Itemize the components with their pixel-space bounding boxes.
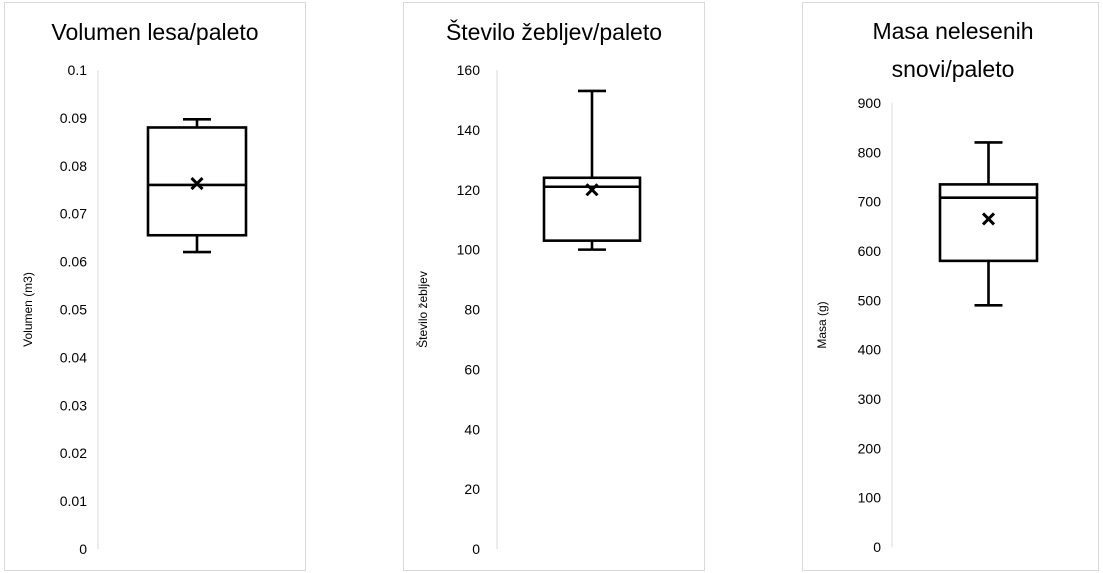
y-tick-label: 0.09 xyxy=(60,110,87,126)
y-tick-label: 100 xyxy=(858,490,882,506)
y-tick-label: 800 xyxy=(858,144,882,160)
y-tick-label: 100 xyxy=(457,242,481,258)
chart-panel-masa: Masa nelesenih snovi/paleto 0 100 200 300 400 5… xyxy=(802,2,1099,571)
y-tick-label: 160 xyxy=(457,62,481,78)
mean-marker xyxy=(585,183,599,197)
y-tick-label: 0.06 xyxy=(60,254,87,270)
y-axis-title: Število žebljev xyxy=(415,271,430,348)
y-tick-label: 0.04 xyxy=(60,349,87,365)
y-tick-label: 500 xyxy=(858,292,882,308)
y-tick-label: 0.01 xyxy=(60,493,87,509)
chart-panel-volumen: Volumen lesa/paleto 0 0.01 0.02 0.03 0.04 0.05… xyxy=(4,2,306,571)
y-tick-label: 0.08 xyxy=(60,158,87,174)
mean-marker xyxy=(981,212,996,226)
y-tick-label: 0.05 xyxy=(60,302,87,318)
chart-title: snovi/paleto xyxy=(892,56,1015,82)
y-tick-label: 0.02 xyxy=(60,445,87,461)
y-tick-label: 140 xyxy=(457,122,481,138)
y-tick-label: 0 xyxy=(873,539,881,555)
chart-title: Masa nelesenih xyxy=(872,18,1033,44)
y-axis-title: Masa (g) xyxy=(815,301,829,348)
chart-panel-zeblji: Število žebljev/paleto 0 20 40 60 80 100 120 140… xyxy=(403,2,705,571)
iqr-box xyxy=(542,176,642,242)
y-tick-label: 0 xyxy=(472,541,480,557)
y-tick-label: 900 xyxy=(858,95,882,111)
y-tick-label: 0.1 xyxy=(68,62,88,78)
y-axis-title: Volumen (m3) xyxy=(21,272,35,347)
mean-marker xyxy=(190,176,204,191)
chart-svg: Število žebljev/paleto 0 20 40 60 80 100 120 140… xyxy=(415,18,662,557)
iqr-box xyxy=(146,126,248,237)
y-tick-label: 0.07 xyxy=(60,206,87,222)
y-tick-label: 60 xyxy=(464,361,480,377)
y-tick-label: 700 xyxy=(858,194,882,210)
y-tick-label: 600 xyxy=(858,243,882,259)
y-tick-label: 0.03 xyxy=(60,397,87,413)
chart-title: Število žebljev/paleto xyxy=(446,18,662,45)
chart-title: Volumen lesa/paleto xyxy=(51,19,258,45)
y-tick-label: 0 xyxy=(79,541,87,557)
iqr-box xyxy=(938,183,1039,263)
mean-marker-stroke xyxy=(981,212,996,226)
y-tick-label: 20 xyxy=(464,481,480,497)
chart-svg: Volumen lesa/paleto 0 0.01 0.02 0.03 0.04 0.05… xyxy=(21,19,259,557)
y-tick-label: 40 xyxy=(464,421,480,437)
y-tick-label: 400 xyxy=(858,342,882,358)
chart-svg: Masa nelesenih snovi/paleto 0 100 200 300 400 5… xyxy=(815,18,1039,555)
mean-marker-stroke xyxy=(190,176,204,191)
mean-marker-stroke xyxy=(585,183,599,197)
y-tick-label: 300 xyxy=(858,391,882,407)
y-tick-label: 200 xyxy=(858,440,882,456)
y-tick-label: 80 xyxy=(464,302,480,318)
y-tick-label: 120 xyxy=(457,182,481,198)
